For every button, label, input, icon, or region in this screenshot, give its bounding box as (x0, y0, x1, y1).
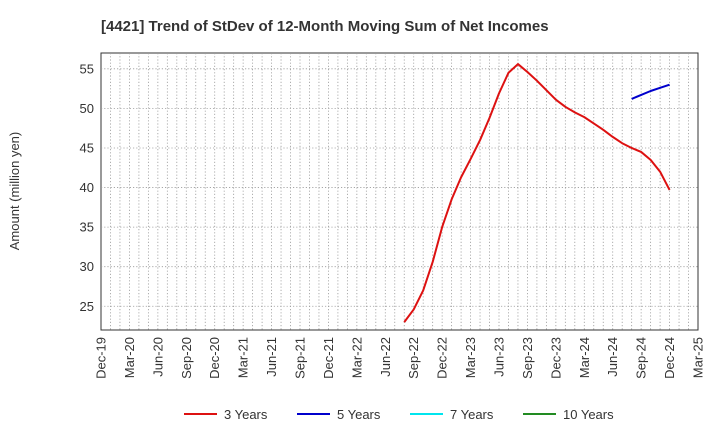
x-tick-label: Sep-20 (179, 337, 194, 379)
y-tick-label: 35 (80, 220, 94, 235)
x-tick-label: Dec-22 (435, 337, 450, 379)
x-tick-label: Mar-25 (691, 337, 706, 378)
x-tick-label: Dec-21 (321, 337, 336, 379)
series-line-5-years (631, 83, 670, 100)
x-tick-label: Dec-20 (207, 337, 222, 379)
x-tick-label: Sep-24 (634, 337, 649, 379)
x-tick-label: Jun-22 (378, 337, 393, 377)
x-tick-label: Jun-20 (150, 337, 165, 377)
x-tick-label: Jun-24 (605, 337, 620, 377)
y-tick-label: 50 (80, 101, 94, 116)
y-tick-label: 25 (80, 299, 94, 314)
x-tick-label: Jun-21 (264, 337, 279, 377)
x-tick-label: Sep-21 (293, 337, 308, 379)
x-tick-label: Dec-24 (662, 337, 677, 379)
plot-area (100, 52, 699, 331)
y-tick-label: 55 (80, 61, 94, 76)
grid (101, 53, 698, 330)
x-tick-label: Dec-23 (548, 337, 563, 379)
legend: 3 Years 5 Years 7 Years 10 Years (184, 407, 614, 422)
x-tick-label: Mar-24 (577, 337, 592, 378)
series-lines (403, 63, 671, 323)
x-tick-label: Mar-21 (236, 337, 251, 378)
legend-label: 7 Years (450, 407, 494, 422)
x-tick-label: Mar-23 (463, 337, 478, 378)
x-tick-label: Sep-22 (406, 337, 421, 379)
y-axis: 25 30 35 40 45 50 55 (80, 61, 94, 313)
legend-label: 10 Years (563, 407, 614, 422)
y-tick-label: 45 (80, 140, 94, 155)
x-tick-label: Mar-20 (122, 337, 137, 378)
y-tick-label: 40 (80, 180, 94, 195)
x-tick-label: Mar-22 (349, 337, 364, 378)
legend-label: 3 Years (224, 407, 268, 422)
x-tick-label: Sep-23 (520, 337, 535, 379)
legend-label: 5 Years (337, 407, 381, 422)
x-axis: Dec-19 Mar-20 Jun-20 Sep-20 Dec-20 Mar-21 Jun-… (94, 337, 706, 379)
series-line-3-years (403, 63, 671, 323)
chart-title: [4421] Trend of StDev of 12-Month Moving… (101, 18, 549, 35)
x-tick-label: Jun-23 (492, 337, 507, 377)
y-axis-title: Amount (million yen) (7, 132, 22, 251)
x-tick-label: Dec-19 (94, 337, 109, 379)
y-tick-label: 30 (80, 259, 94, 274)
